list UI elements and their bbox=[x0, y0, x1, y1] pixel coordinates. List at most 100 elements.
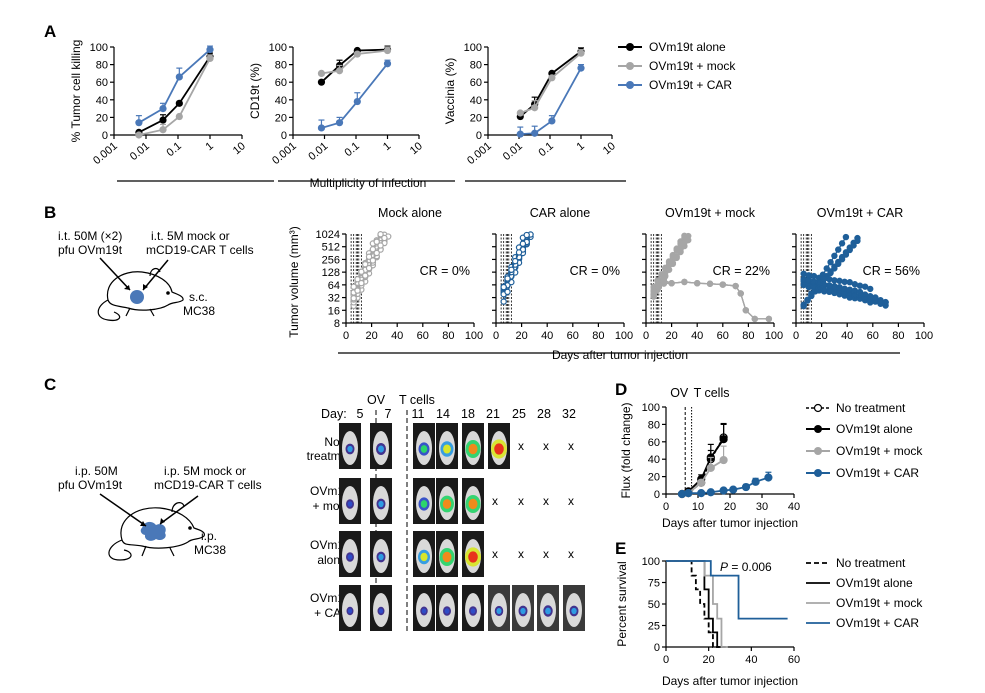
y-tick-label: 0 bbox=[281, 130, 287, 142]
c-day-label: Day: bbox=[321, 407, 347, 421]
legend-e-none: No treatment bbox=[836, 556, 906, 570]
x-tick-label: 20 bbox=[703, 654, 715, 666]
data-point bbox=[751, 477, 760, 486]
tumor-point bbox=[838, 256, 846, 263]
tumor-point bbox=[706, 280, 714, 287]
x-tick-label: 60 bbox=[867, 330, 879, 342]
x-tick-label: 40 bbox=[788, 501, 800, 513]
y-tick-label: 40 bbox=[648, 454, 660, 466]
data-point bbox=[317, 124, 326, 132]
bli-signal-inner bbox=[421, 608, 427, 614]
x-tick-label: 80 bbox=[892, 330, 904, 342]
data-point bbox=[135, 119, 143, 127]
b-right-label-2: mCD19-CAR T cells bbox=[146, 243, 254, 257]
bli-signal-inner bbox=[468, 498, 478, 510]
y-tick-label: 8 bbox=[334, 318, 340, 330]
x-tick-label: 10 bbox=[692, 501, 704, 513]
tumor-point bbox=[846, 246, 853, 254]
tumor-point bbox=[800, 302, 807, 310]
y-tick-label: 1024 bbox=[316, 229, 340, 241]
tumor-point bbox=[737, 290, 744, 297]
tumor-point bbox=[831, 252, 838, 260]
tumor-point bbox=[381, 234, 388, 242]
x-tick-label: 0 bbox=[793, 330, 799, 342]
b-right-label-1: i.t. 5M mock or bbox=[151, 229, 230, 243]
data-point bbox=[577, 49, 585, 57]
bli-signal-inner bbox=[545, 607, 551, 615]
tumor-point bbox=[872, 294, 879, 301]
legend-e-mock: OVm19t + mock bbox=[836, 596, 923, 610]
data-point bbox=[516, 109, 524, 117]
tumor-point bbox=[826, 275, 833, 283]
x-tick-label: 0.1 bbox=[342, 140, 361, 159]
day-label: 21 bbox=[486, 407, 500, 421]
e-pvalue-p: P bbox=[720, 560, 728, 574]
y-tick-label: 80 bbox=[96, 60, 108, 72]
x-tick-label: 0.001 bbox=[91, 140, 120, 167]
x-axis-label: Days after tumor injection bbox=[662, 516, 798, 530]
tumor-point bbox=[354, 287, 361, 294]
x-tick-label: 0 bbox=[493, 330, 499, 342]
tumor-point bbox=[846, 286, 853, 293]
panel-b-xlabel: Days after tumor injection bbox=[552, 348, 688, 362]
bli-signal-inner bbox=[420, 445, 428, 453]
data-point bbox=[135, 131, 143, 139]
dead-mark: x bbox=[492, 494, 498, 508]
tumor-point bbox=[836, 283, 843, 291]
data-point bbox=[175, 99, 183, 107]
x-tick-label: 60 bbox=[567, 330, 579, 342]
tumor-point bbox=[677, 246, 684, 253]
bli-signal-inner bbox=[347, 445, 353, 453]
x-tick-label: 20 bbox=[515, 330, 527, 342]
arrow-ip-ov bbox=[99, 493, 147, 527]
bli-signal-inner bbox=[520, 607, 526, 615]
tumor-point bbox=[854, 237, 861, 245]
panel-label-d: D bbox=[615, 380, 627, 399]
y-tick-label: 0 bbox=[476, 130, 482, 142]
data-point bbox=[383, 60, 392, 68]
y-tick-label: 100 bbox=[269, 42, 287, 54]
subplot-title: Mock alone bbox=[378, 206, 442, 220]
tumor-point bbox=[681, 239, 688, 246]
panel-c-bli-grid: OV T cells Day: 5 7 11 14 18 21 25 28 32Notreatm… bbox=[307, 393, 585, 632]
tumor-point bbox=[808, 290, 815, 297]
tumor-point bbox=[519, 240, 527, 247]
data-point bbox=[159, 116, 167, 124]
subplot-title: CAR alone bbox=[530, 206, 590, 220]
y-tick-label: 40 bbox=[470, 95, 482, 107]
tumor-point bbox=[765, 315, 773, 323]
x-tick-label: 30 bbox=[756, 501, 768, 513]
series-line bbox=[321, 49, 388, 75]
x-tick-label: 20 bbox=[724, 501, 736, 513]
tumor-point bbox=[377, 231, 384, 238]
y-tick-label: 64 bbox=[328, 280, 340, 292]
tumor-curve bbox=[653, 281, 769, 320]
tumor-point bbox=[820, 281, 828, 288]
c-mc-label-2: MC38 bbox=[194, 543, 226, 557]
panel-a-xlabel: Multiplicity of infection bbox=[310, 176, 427, 190]
y-tick-label: 100 bbox=[464, 42, 482, 54]
tumor-point bbox=[685, 232, 692, 240]
x-tick-label: 80 bbox=[442, 330, 454, 342]
e-pvalue: P = 0.006 bbox=[720, 560, 772, 574]
day-label: 11 bbox=[412, 407, 425, 421]
data-point bbox=[719, 486, 728, 495]
data-point bbox=[531, 104, 539, 112]
tumor-point bbox=[851, 281, 859, 288]
tumor-point bbox=[835, 246, 842, 253]
x-tick-label: 80 bbox=[742, 330, 754, 342]
dead-mark: x bbox=[568, 439, 574, 453]
tumor-point bbox=[846, 279, 853, 286]
y-axis-label: Percent survival bbox=[615, 561, 629, 646]
bli-signal-inner bbox=[442, 499, 452, 509]
series-line bbox=[321, 63, 389, 129]
day-label: 18 bbox=[461, 407, 475, 421]
tumor-point bbox=[805, 276, 813, 284]
b-sc-label-1: s.c. bbox=[189, 290, 208, 304]
x-tick-label: 10 bbox=[408, 140, 425, 157]
day-label: 7 bbox=[385, 407, 392, 421]
c-mock-label-2: mCD19-CAR T cells bbox=[154, 478, 262, 492]
tumor-point bbox=[523, 231, 530, 239]
tumor-point bbox=[650, 288, 657, 295]
